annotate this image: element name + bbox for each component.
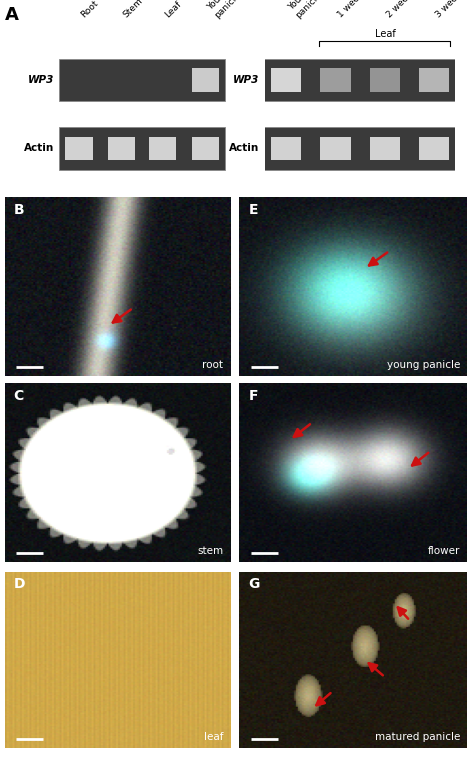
Bar <box>191 68 219 92</box>
Bar <box>419 137 449 160</box>
Bar <box>271 68 301 92</box>
Text: Stem: Stem <box>122 0 145 20</box>
Bar <box>264 58 456 101</box>
Text: E: E <box>248 203 258 216</box>
Bar <box>320 137 351 160</box>
Bar <box>264 128 456 170</box>
Bar <box>419 68 449 92</box>
Text: C: C <box>14 389 24 402</box>
Bar <box>149 137 176 160</box>
Text: Leaf: Leaf <box>163 0 182 20</box>
Bar <box>59 128 225 170</box>
Bar <box>191 137 219 160</box>
Text: Actin: Actin <box>24 143 55 153</box>
Text: Root: Root <box>79 0 100 20</box>
Text: 1 week: 1 week <box>336 0 365 20</box>
Text: stem: stem <box>197 546 223 556</box>
Text: 2 weeks: 2 weeks <box>385 0 418 20</box>
Bar <box>59 58 225 101</box>
Text: Actin: Actin <box>228 143 259 153</box>
Text: Young
panicle: Young panicle <box>286 0 323 20</box>
Text: B: B <box>14 203 24 216</box>
Text: leaf: leaf <box>204 732 223 742</box>
Bar <box>108 137 136 160</box>
Bar <box>370 68 400 92</box>
Bar <box>370 137 400 160</box>
Text: 3 weeks: 3 weeks <box>434 0 467 20</box>
Text: root: root <box>202 361 223 370</box>
Text: A: A <box>5 6 18 24</box>
Bar <box>271 137 301 160</box>
Bar <box>320 68 351 92</box>
Text: young panicle: young panicle <box>387 361 460 370</box>
Text: matured panicle: matured panicle <box>374 732 460 742</box>
Text: WP3: WP3 <box>28 75 55 85</box>
Bar <box>65 137 93 160</box>
Text: WP3: WP3 <box>232 75 259 85</box>
Text: D: D <box>14 577 25 591</box>
Text: G: G <box>248 577 260 591</box>
Text: Leaf: Leaf <box>374 29 395 39</box>
Text: Young
panicle: Young panicle <box>205 0 242 20</box>
Text: F: F <box>248 389 258 402</box>
Text: flower: flower <box>428 546 460 556</box>
